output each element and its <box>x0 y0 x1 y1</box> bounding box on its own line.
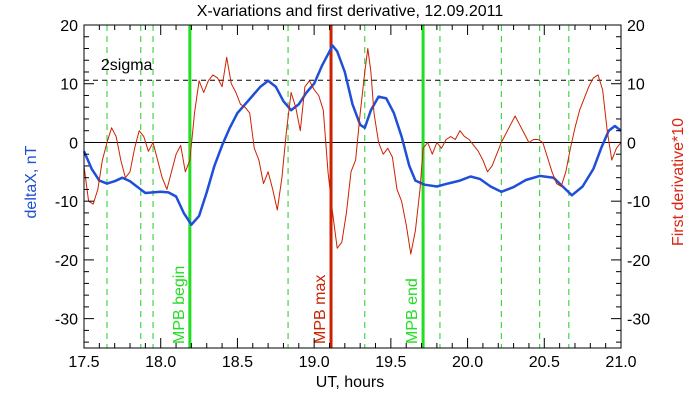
y-tick-label-left: 10 <box>60 77 78 94</box>
series-layer <box>82 44 622 255</box>
axes: 17.5 18.0 18.5 19.0 19.5 20.0 20.5 21.0 20 10 0 -10… <box>55 18 650 371</box>
marker-label: MPB end <box>404 278 421 344</box>
marker-label: MPB max <box>312 275 329 344</box>
x-tick-label: 19.0 <box>299 354 330 371</box>
threshold-label: 2sigma <box>101 57 153 74</box>
x-tick-label: 20.5 <box>529 354 560 371</box>
reference-lines: 2sigma MPB begin MPB max MPB end <box>84 25 621 348</box>
x-tick-label: 19.5 <box>375 354 406 371</box>
x-tick-label: 17.5 <box>68 354 99 371</box>
marker-label: MPB begin <box>171 266 188 344</box>
y-tick-label-left: -20 <box>55 253 78 270</box>
y-tick-label-right: 0 <box>627 135 636 152</box>
y-tick-label-left: 0 <box>69 135 78 152</box>
chart-title: X-variations and first derivative, 12.09… <box>197 3 504 20</box>
plot-frame <box>83 24 622 349</box>
y-tick-label-right: 20 <box>627 18 645 35</box>
y-tick-label-left: -10 <box>55 194 78 211</box>
y-tick-label-right: 10 <box>627 77 645 94</box>
y-axis-right-label: First derivative*10 <box>670 118 687 246</box>
y-tick-label-left: 20 <box>60 18 78 35</box>
y-tick-label-left: -30 <box>55 312 78 329</box>
x-tick-label: 20.0 <box>452 354 483 371</box>
x-axis-label: UT, hours <box>316 374 384 391</box>
y-tick-label-right: -10 <box>627 194 650 211</box>
x-tick-label: 18.5 <box>222 354 253 371</box>
y-tick-label-right: -20 <box>627 253 650 270</box>
x-tick-label: 18.0 <box>145 354 176 371</box>
series-line-derivative <box>83 48 622 255</box>
y-axis-left-label: deltaX, nT <box>23 145 40 218</box>
x-tick-label: 21.0 <box>605 354 636 371</box>
series-line-deltaX <box>82 44 622 226</box>
y-tick-label-right: -30 <box>627 312 650 329</box>
